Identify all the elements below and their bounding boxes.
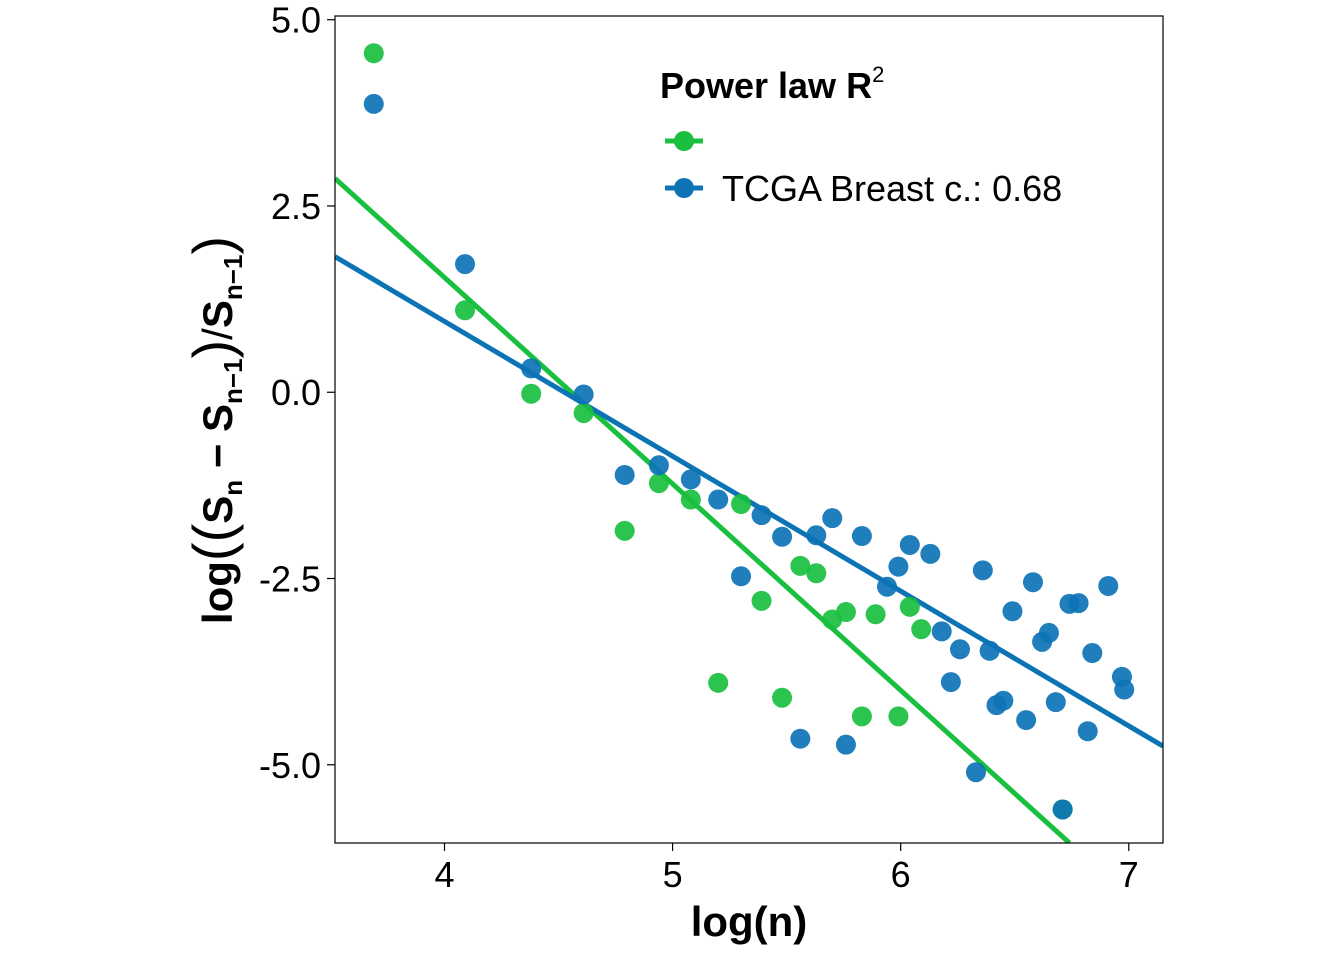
data-point-series-2 <box>877 576 897 597</box>
data-point-series-1 <box>708 672 729 693</box>
data-point-series-2 <box>931 621 952 642</box>
data-point-series-1 <box>835 602 856 623</box>
y-axis-title-sub2: n−1 <box>218 358 248 404</box>
data-point-series-1 <box>614 520 635 541</box>
x-tick-label: 7 <box>1119 854 1139 895</box>
y-axis-title-sub3: n−1 <box>218 255 248 301</box>
x-tick-label: 6 <box>891 854 911 895</box>
data-point-series-2 <box>680 469 701 490</box>
data-point-series-2 <box>972 560 993 581</box>
y-axis-title: log((Sn − Sn−1)/Sn−1) <box>181 236 248 624</box>
data-point-series-2 <box>455 254 476 275</box>
y-tick-label: 2.5 <box>271 186 321 227</box>
data-point-series-1 <box>521 383 542 404</box>
data-point-series-2 <box>772 526 793 547</box>
plot-frame <box>334 15 1164 844</box>
data-point-series-1 <box>899 596 920 617</box>
data-point-series-2 <box>1038 622 1059 643</box>
y-axis-title-minus: − <box>194 432 241 480</box>
data-point-series-2 <box>1077 721 1098 742</box>
fit-line-series-1 <box>335 176 1072 843</box>
data-point-series-1 <box>888 706 909 727</box>
x-tick-label: 5 <box>663 854 683 895</box>
data-point-series-1 <box>648 473 669 494</box>
data-point-series-1 <box>751 590 772 611</box>
legend: Power law R2 TCGA Breast c.: 0.68 <box>660 62 1062 209</box>
data-point-series-1 <box>790 555 811 576</box>
y-tick-label: 0.0 <box>271 372 321 413</box>
data-point-series-1 <box>731 494 752 515</box>
y-axis-title-s1: S <box>194 496 241 524</box>
data-point-series-2 <box>920 543 941 564</box>
data-point-series-1 <box>772 687 793 708</box>
data-point-series-1 <box>573 403 594 424</box>
legend-key-point <box>674 178 694 198</box>
data-point-series-1 <box>455 300 476 321</box>
data-point-series-2 <box>1082 643 1103 664</box>
y-axis-title-slash: / <box>194 328 241 340</box>
data-point-series-2 <box>614 464 635 485</box>
data-point-series-2 <box>806 525 827 546</box>
y-axis-title-sub1: n <box>218 480 248 496</box>
data-point-series-2 <box>521 358 542 379</box>
y-tick-label: -5.0 <box>259 745 321 786</box>
data-point-series-2 <box>1016 710 1037 731</box>
data-point-series-2 <box>648 455 669 476</box>
y-tick-label: 5.0 <box>271 0 321 41</box>
y-axis-title-log: log <box>194 561 241 624</box>
data-point-series-2 <box>751 505 772 526</box>
data-point-series-2 <box>363 93 384 114</box>
data-point-series-2 <box>708 489 729 510</box>
data-point-series-1 <box>806 563 827 584</box>
data-point-series-2 <box>822 508 843 529</box>
legend-title: Power law R2 <box>660 62 884 106</box>
data-point-series-2 <box>790 728 811 749</box>
legend-label: TCGA Breast c.: 0.68 <box>722 168 1062 209</box>
y-axis-title-s2: S <box>194 404 241 432</box>
data-point-series-1 <box>851 706 872 727</box>
data-point-series-2 <box>993 690 1014 711</box>
data-point-series-2 <box>1068 593 1089 614</box>
data-points <box>363 43 1135 820</box>
legend-title-superscript: 2 <box>872 62 884 87</box>
data-point-series-2 <box>949 639 970 660</box>
y-axis-title-s3: S <box>194 300 241 328</box>
data-point-series-2 <box>940 672 961 693</box>
data-point-series-2 <box>731 566 752 587</box>
legend-key-point <box>674 131 694 151</box>
data-point-series-2 <box>965 762 986 783</box>
y-tick-label: -2.5 <box>259 559 321 600</box>
data-point-series-2 <box>899 534 920 555</box>
x-axis-title: log(n) <box>691 898 808 945</box>
data-point-series-2 <box>1045 692 1066 713</box>
data-point-series-2 <box>851 526 872 547</box>
data-point-series-2 <box>1002 601 1023 622</box>
data-point-series-1 <box>363 43 384 64</box>
data-point-series-1 <box>911 619 932 640</box>
data-point-series-2 <box>979 640 1000 661</box>
x-tick-label: 4 <box>434 854 454 895</box>
data-point-series-2 <box>888 556 909 577</box>
data-point-series-2 <box>1052 799 1073 820</box>
data-point-series-2 <box>1098 575 1119 596</box>
axis-ticks: 4 5 6 7 5.0 2.5 0.0 -2.5 -5.0 <box>259 0 1139 895</box>
data-point-series-1 <box>680 489 701 510</box>
data-point-series-2 <box>573 384 594 405</box>
fit-lines <box>335 176 1163 843</box>
data-point-series-2 <box>1114 679 1135 700</box>
data-point-series-2 <box>1022 572 1043 593</box>
data-point-series-1 <box>865 604 886 625</box>
data-point-series-2 <box>835 734 856 755</box>
